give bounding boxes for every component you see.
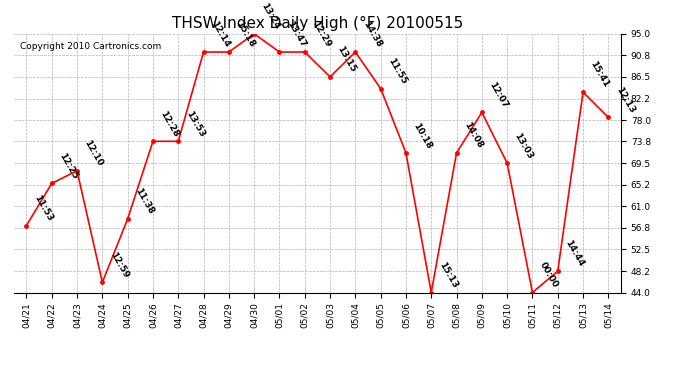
- Text: 10:18: 10:18: [411, 121, 433, 150]
- Text: 12:59: 12:59: [108, 250, 130, 280]
- Text: 15:41: 15:41: [589, 60, 611, 89]
- Text: Copyright 2010 Cartronics.com: Copyright 2010 Cartronics.com: [20, 42, 161, 51]
- Text: 13:53: 13:53: [184, 109, 206, 138]
- Text: 14:08: 14:08: [462, 121, 484, 150]
- Text: 12:13: 12:13: [614, 86, 636, 115]
- Text: 11:38: 11:38: [133, 187, 155, 216]
- Text: 14:38: 14:38: [361, 20, 383, 49]
- Text: 12:25: 12:25: [57, 152, 79, 181]
- Text: 12:29: 12:29: [310, 20, 333, 49]
- Text: 13:24: 13:24: [259, 2, 282, 31]
- Text: 11:55: 11:55: [386, 57, 408, 86]
- Text: 13:15: 13:15: [335, 45, 357, 74]
- Text: 00:00: 00:00: [538, 261, 560, 290]
- Text: 11:53: 11:53: [32, 194, 54, 223]
- Text: 13:47: 13:47: [285, 20, 307, 49]
- Text: 15:13: 15:13: [437, 260, 459, 290]
- Text: 12:07: 12:07: [487, 80, 509, 110]
- Title: THSW Index Daily High (°F) 20100515: THSW Index Daily High (°F) 20100515: [172, 16, 463, 31]
- Text: 13:03: 13:03: [513, 131, 535, 160]
- Text: 15:18: 15:18: [235, 20, 257, 49]
- Text: 14:44: 14:44: [563, 239, 586, 268]
- Text: 12:10: 12:10: [83, 139, 105, 168]
- Text: 12:28: 12:28: [159, 109, 181, 138]
- Text: 12:14: 12:14: [209, 20, 231, 49]
